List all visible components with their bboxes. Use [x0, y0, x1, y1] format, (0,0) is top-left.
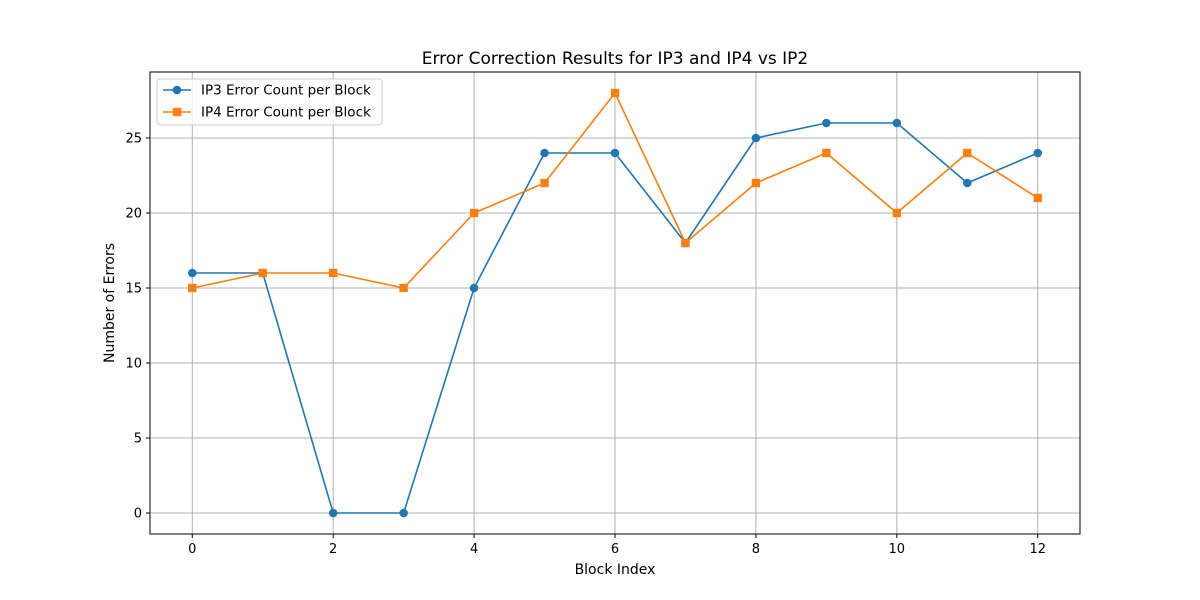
- y-axis-ticks: 0 5 10 15 20 25: [125, 132, 150, 522]
- legend-box: [156, 78, 383, 126]
- series-2-point: [399, 283, 408, 293]
- x-tick-label: 8: [752, 542, 760, 557]
- y-tick-label: 20: [125, 207, 142, 222]
- x-tick-label: 4: [470, 542, 478, 557]
- y-tick-label: 0: [134, 507, 142, 522]
- series-2-point: [822, 148, 831, 158]
- y-tick-label: 10: [125, 357, 142, 372]
- series-2-point: [1033, 193, 1042, 203]
- y-tick-label: 25: [125, 132, 142, 147]
- series-2-point: [751, 178, 761, 188]
- legend-label: IP4 Error Count per Block: [201, 105, 371, 121]
- grid: [150, 72, 1080, 534]
- legend-label: IP3 Error Count per Block: [201, 83, 371, 99]
- y-tick-label: 15: [125, 282, 142, 297]
- series-1-point: [540, 148, 549, 158]
- series-1-point: [962, 178, 972, 188]
- series-1-point: [187, 268, 197, 278]
- series-1-point: [610, 148, 620, 158]
- legend-item: IP4 Error Count per Block: [163, 105, 371, 121]
- legend-marker: [172, 85, 182, 95]
- series-2-point: [681, 238, 690, 248]
- series-1-point: [892, 118, 902, 128]
- series-2-point: [892, 208, 902, 218]
- series-2-point: [469, 208, 479, 218]
- x-tick-label: 12: [1029, 542, 1046, 557]
- legend-item: IP3 Error Count per Block: [163, 83, 371, 99]
- series-1-point: [751, 133, 761, 143]
- series-1-point: [1033, 148, 1043, 158]
- x-tick-label: 10: [889, 542, 906, 557]
- legend-marker: [172, 107, 182, 117]
- series-1-point: [399, 508, 408, 518]
- series-2-point: [258, 268, 267, 278]
- series-2-point: [610, 88, 620, 98]
- plot-frame: [149, 71, 1081, 535]
- y-axis-label: Number of Errors: [102, 243, 118, 363]
- x-tick-label: 0: [188, 542, 196, 557]
- x-tick-label: 6: [611, 542, 619, 557]
- x-tick-label: 2: [329, 542, 337, 557]
- series-1-point: [822, 118, 831, 128]
- series-1-point: [328, 508, 338, 518]
- series-2: [188, 88, 1042, 293]
- legend: IP3 Error Count per Block IP4 Error Count…: [156, 78, 383, 126]
- series-layer: [187, 88, 1043, 518]
- series-1-point: [469, 283, 479, 293]
- x-axis-ticks: 0 2 4 6 8 10 12: [188, 534, 1046, 557]
- series-2-point: [540, 178, 549, 188]
- series-2-point: [328, 268, 338, 278]
- series-2-point: [188, 283, 197, 293]
- y-tick-label: 5: [134, 432, 142, 447]
- x-axis-label: Block Index: [575, 562, 656, 578]
- chart-title: Error Correction Results for IP3 and IP4…: [422, 49, 809, 69]
- series-2-point: [963, 148, 972, 158]
